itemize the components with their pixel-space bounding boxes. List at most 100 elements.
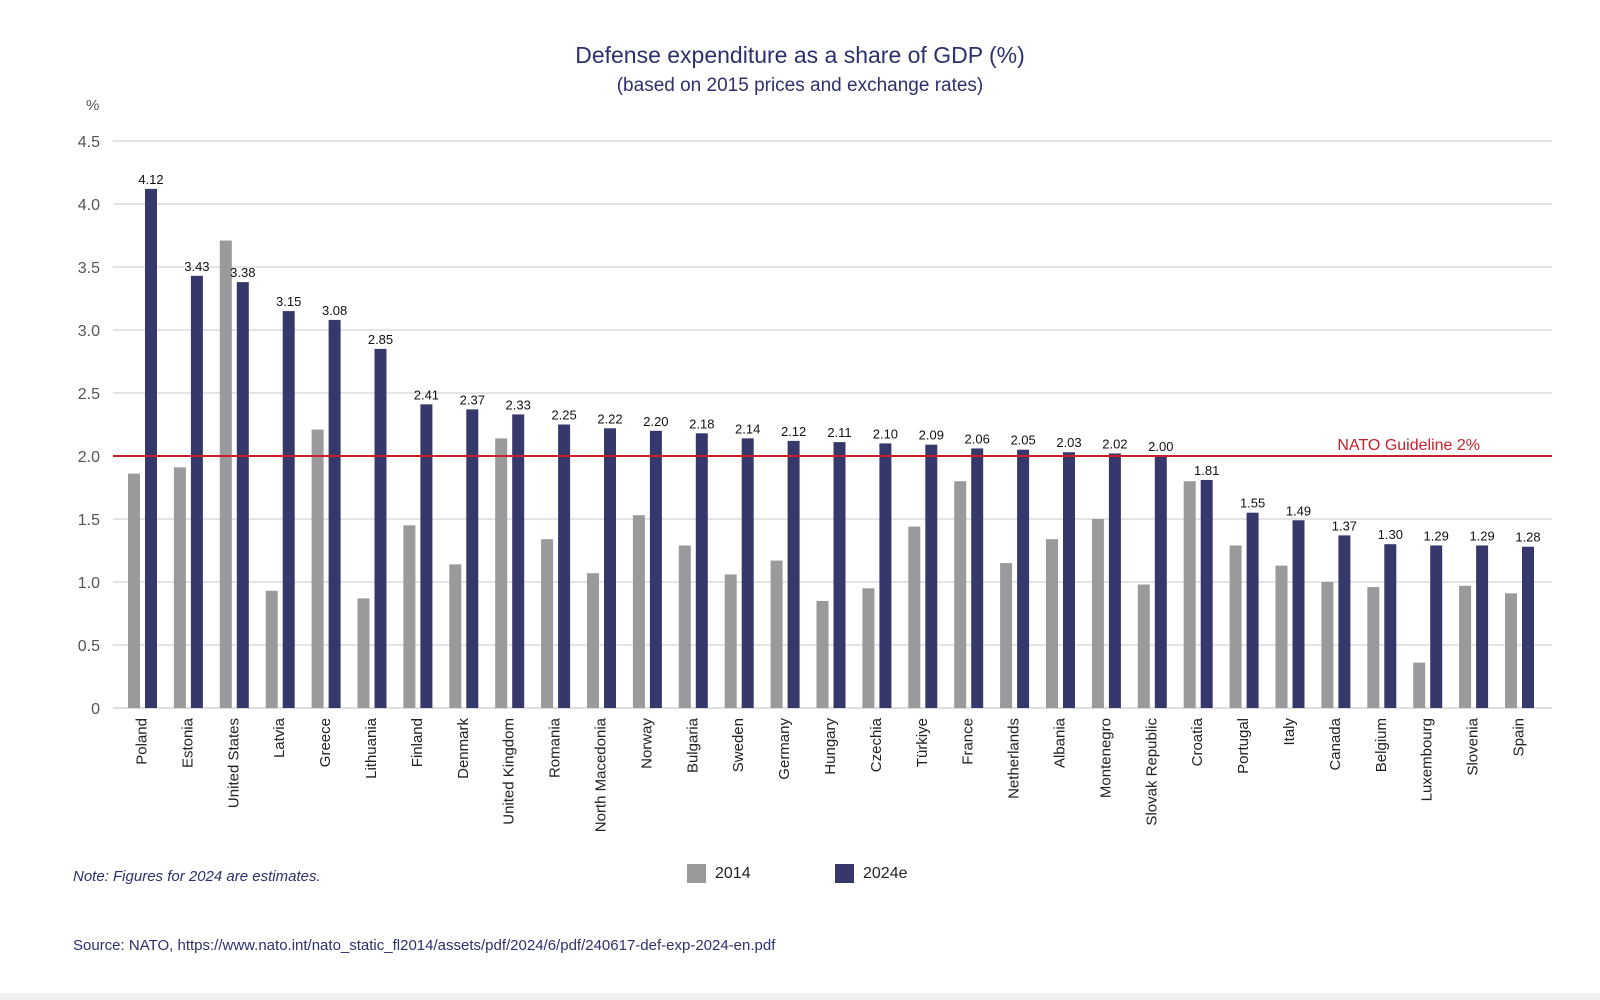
bar-2014	[311, 429, 324, 708]
bar-2024e	[236, 282, 249, 708]
legend-item-2024e: 2024e	[835, 864, 908, 883]
data-label: 1.29	[1424, 528, 1449, 543]
bar-2024e	[1430, 545, 1443, 708]
data-label: 2.22	[597, 411, 622, 426]
data-label: 3.08	[322, 303, 347, 318]
bar-2014	[1091, 519, 1104, 708]
bar-2014	[1229, 545, 1242, 708]
x-tick-label: Montenegro	[1097, 718, 1114, 798]
bar-2024e	[466, 409, 479, 708]
data-label: 2.02	[1102, 436, 1127, 451]
y-tick-label: 4.5	[78, 134, 100, 151]
chart-source: Source: NATO, https://www.nato.int/nato_…	[73, 937, 776, 954]
x-tick-label: Belgium	[1373, 718, 1390, 772]
bar-2024e	[328, 319, 341, 708]
bar-2024e	[420, 404, 433, 708]
bar-2024e	[1154, 456, 1167, 708]
data-label: 1.81	[1194, 463, 1219, 478]
data-label: 2.03	[1056, 435, 1081, 450]
data-label: 1.55	[1240, 496, 1265, 511]
bar-2024e	[879, 443, 892, 708]
legend-item-2014: 2014	[687, 864, 751, 883]
bar-2024e	[1063, 452, 1075, 708]
bar-2014	[265, 590, 278, 708]
gridlines	[113, 140, 1552, 709]
data-label: 3.15	[276, 294, 301, 309]
y-tick-label: 0	[91, 701, 100, 718]
bar-2014	[724, 574, 737, 708]
bar-2024e	[1384, 544, 1397, 708]
y-tick-label: 3.5	[78, 260, 100, 277]
bottom-divider	[0, 993, 1600, 1000]
x-tick-label: Netherlands	[1006, 718, 1023, 799]
data-label: 2.05	[1010, 433, 1035, 448]
x-tick-label: Slovenia	[1465, 717, 1482, 775]
y-tick-label: 2.5	[78, 386, 100, 403]
data-label: 2.41	[414, 387, 439, 402]
bar-2014	[816, 600, 829, 708]
bar-2024e	[1292, 520, 1305, 708]
bar-2024e	[512, 414, 525, 708]
data-label: 2.18	[689, 416, 714, 431]
x-tick-label: Bulgaria	[684, 717, 701, 773]
bar-2024e	[282, 311, 295, 708]
bar-2014	[403, 525, 416, 708]
bar-2024e	[971, 448, 984, 708]
bar-2014	[1505, 593, 1517, 708]
bar-2014	[632, 515, 645, 708]
bar-2024e	[741, 438, 754, 708]
x-tick-label: Latvia	[271, 717, 288, 758]
data-label: 2.20	[643, 414, 668, 429]
bar-2024e	[1246, 512, 1259, 708]
bar-2024e	[649, 430, 662, 708]
data-label: 1.37	[1332, 518, 1357, 533]
bar-2024e	[604, 428, 616, 708]
x-tick-label: Denmark	[455, 718, 472, 779]
data-labels: 4.12 3.43 3.38 3.15 3.08 2.85 2.41 2.37 2.33 2.25…	[138, 172, 1540, 545]
bar-2014	[908, 526, 921, 708]
bar-2014	[541, 539, 554, 708]
x-tick-label: Albania	[1052, 717, 1069, 768]
data-label: 2.00	[1148, 439, 1173, 454]
bar-2014	[1459, 585, 1472, 708]
data-label: 2.12	[781, 424, 806, 439]
bar-2014	[173, 467, 186, 708]
x-tick-label: Croatia	[1189, 717, 1206, 766]
reference-line-group: NATO Guideline 2%	[113, 437, 1552, 457]
x-tick-label: Romania	[547, 717, 564, 778]
chart-subtitle: (based on 2015 prices and exchange rates…	[616, 75, 984, 96]
data-label: 1.30	[1378, 527, 1403, 542]
bar-2014	[357, 598, 370, 708]
bar-2014	[449, 564, 462, 708]
legend-label-2024e: 2024e	[863, 864, 908, 882]
bar-2014	[678, 545, 691, 708]
data-label: 2.14	[735, 421, 760, 436]
chart-note: Note: Figures for 2024 are estimates.	[73, 868, 321, 885]
x-tick-label: Portugal	[1235, 718, 1252, 774]
bar-2014	[1137, 584, 1150, 708]
x-tick-label: Türkiye	[914, 718, 931, 767]
bar-2014	[128, 473, 140, 708]
bar-2014	[1183, 481, 1196, 708]
bar-2014	[1413, 662, 1426, 708]
legend-swatch-2014	[687, 864, 706, 883]
data-label: 2.37	[460, 392, 485, 407]
bar-2024e	[190, 275, 203, 708]
y-tick-label: 4.0	[78, 197, 100, 214]
x-tick-label: Italy	[1281, 718, 1298, 746]
legend-swatch-2024e	[835, 864, 854, 883]
bar-2024e	[1108, 453, 1121, 708]
x-tick-label: Greece	[317, 718, 334, 767]
bar-2024e	[833, 442, 846, 708]
y-tick-label: 1.5	[78, 512, 100, 529]
bar-2014	[862, 588, 875, 708]
data-label: 1.29	[1469, 528, 1494, 543]
bar-2024e	[1522, 546, 1534, 708]
x-tick-label: United Kingdom	[501, 718, 518, 825]
data-label: 2.09	[919, 428, 944, 443]
data-label: 1.49	[1286, 503, 1311, 518]
bar-2024e	[558, 424, 571, 708]
y-tick-label: 0.5	[78, 638, 100, 655]
x-tick-label: North Macedonia	[593, 717, 610, 832]
